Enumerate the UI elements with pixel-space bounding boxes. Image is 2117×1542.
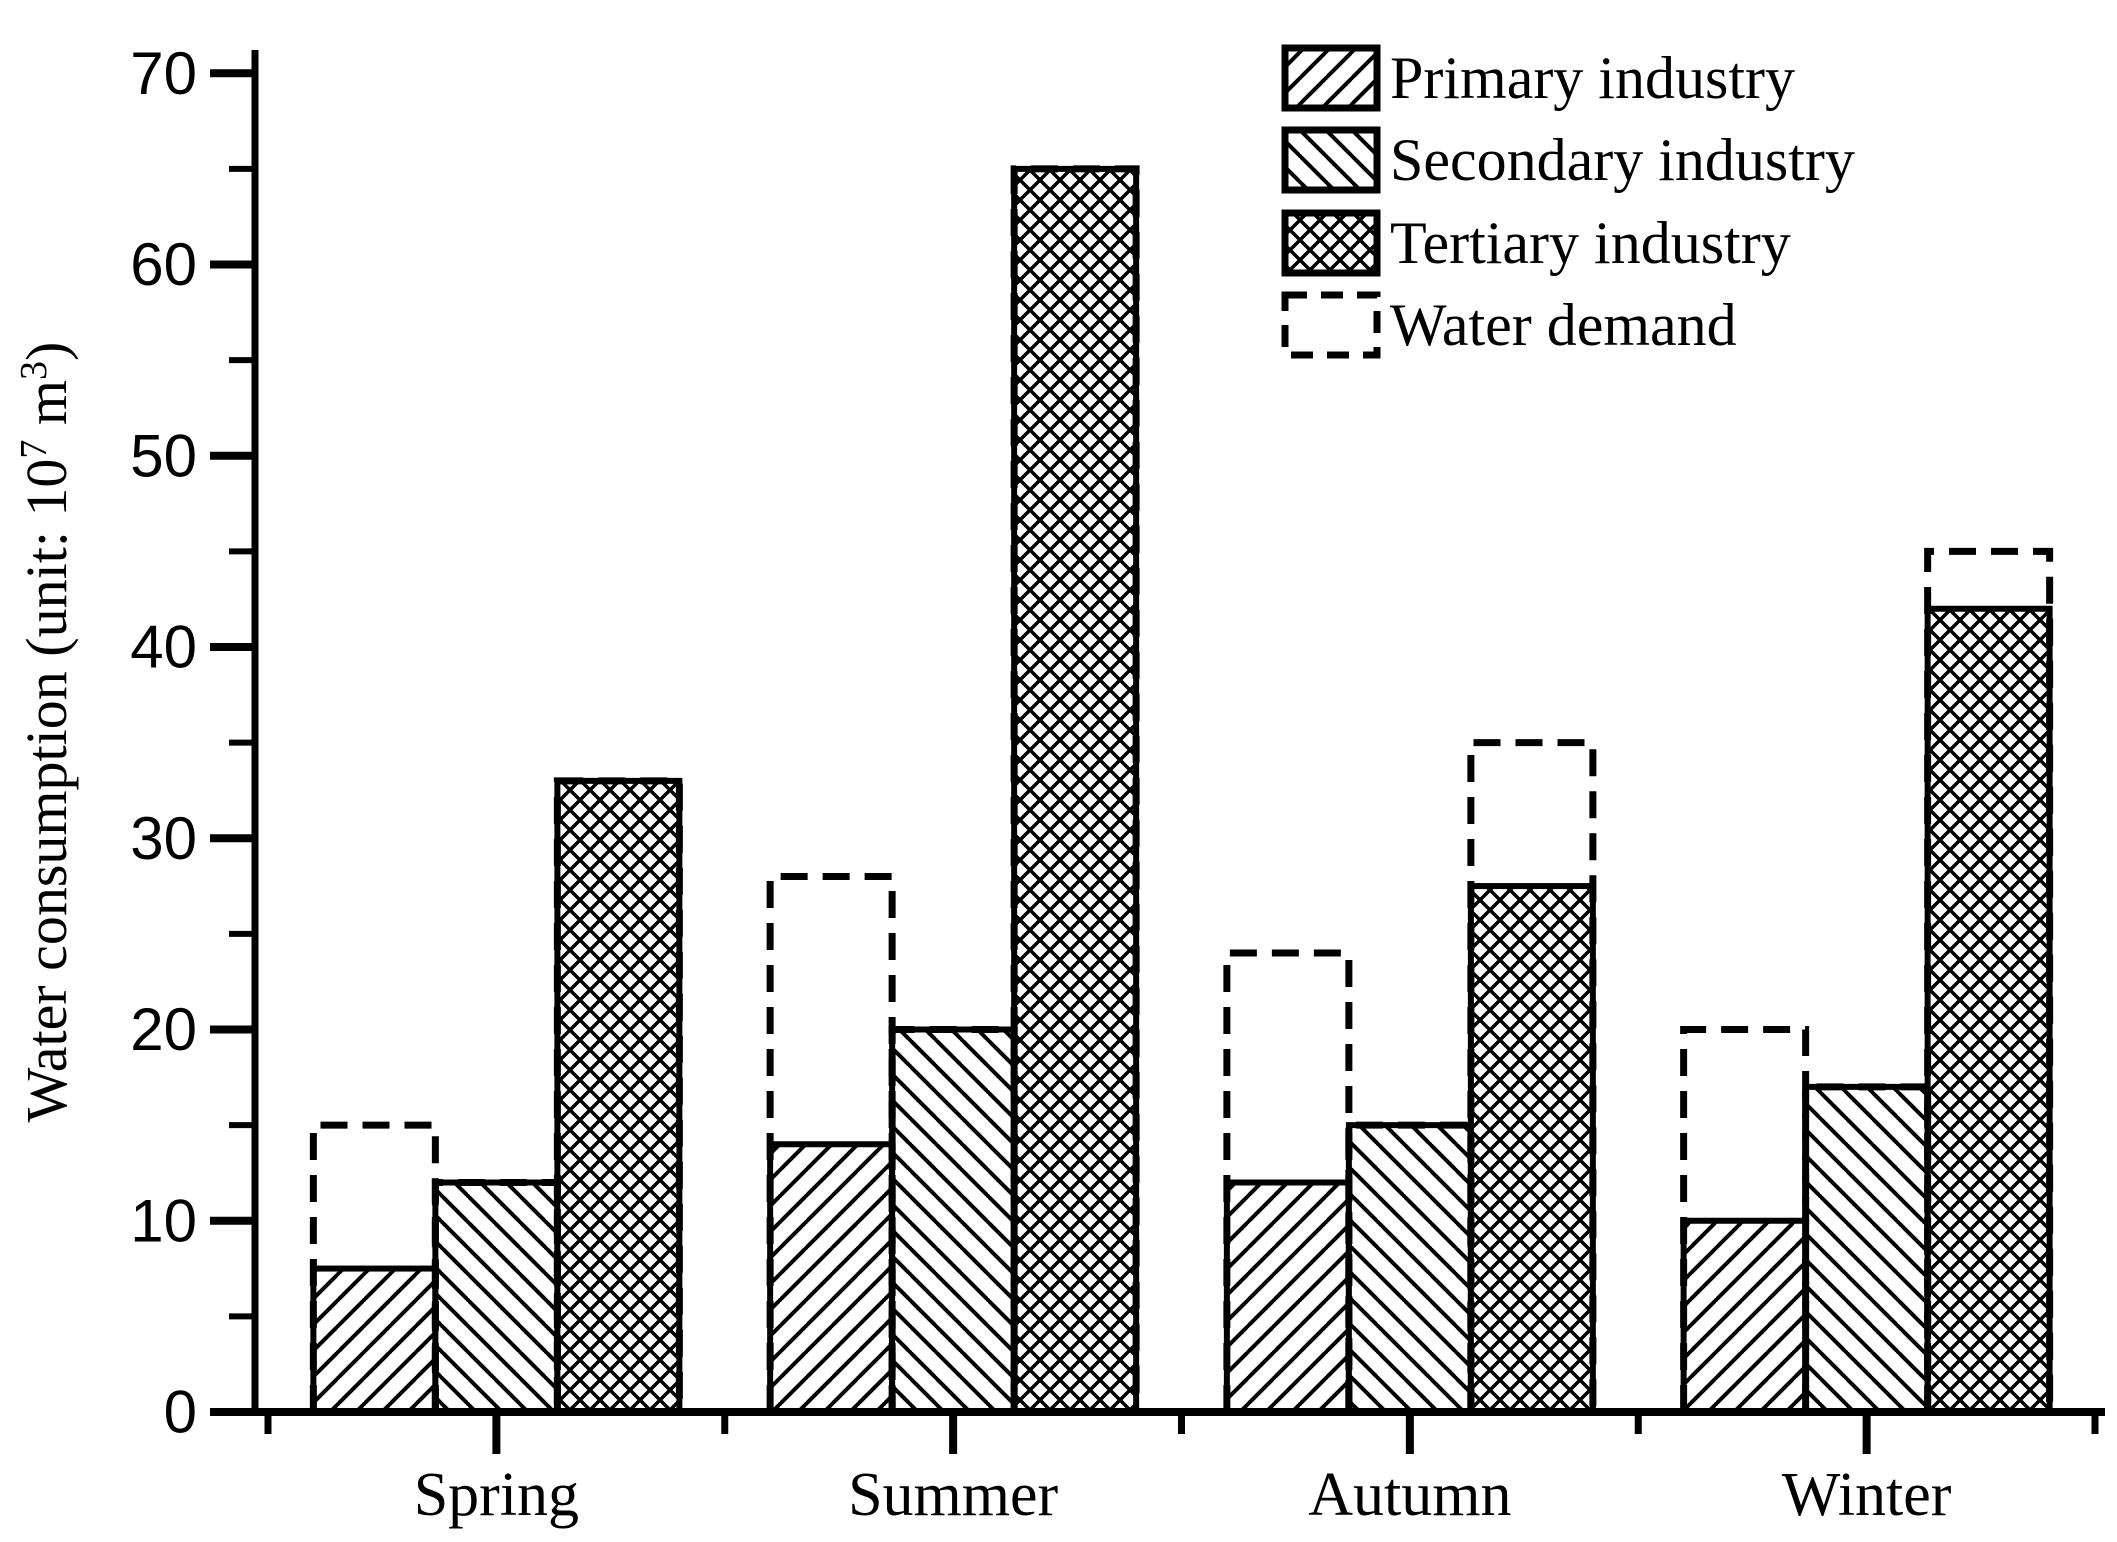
legend-swatch-crosshatch xyxy=(1281,209,1381,277)
bar-tertiary-industry-spring xyxy=(554,777,683,1415)
legend-swatch-backward-diagonal xyxy=(1281,126,1381,194)
bar-primary-industry-summer xyxy=(767,1141,896,1415)
y-tick-label: 40 xyxy=(130,614,197,681)
y-tick-label: 20 xyxy=(130,996,197,1063)
x-category-label: Spring xyxy=(414,1461,579,1529)
legend-label: Tertiary industry xyxy=(1390,210,1791,276)
water-demand-outline-secondary-winter xyxy=(1802,1083,1932,1412)
legend-swatch-water-demand xyxy=(1281,291,1381,359)
x-category-label: Winter xyxy=(1782,1461,1952,1529)
water-demand-outline-tertiary-spring xyxy=(553,777,683,1412)
y-tick-label: 30 xyxy=(130,805,197,872)
bar-tertiary-industry-autumn xyxy=(1467,883,1596,1415)
legend-label: Water demand xyxy=(1390,292,1737,358)
y-tick-label: 50 xyxy=(130,422,197,489)
water-demand-outline-tertiary-winter xyxy=(1924,547,2054,1412)
bar-primary-industry-winter xyxy=(1680,1217,1809,1415)
bar-primary-industry-autumn xyxy=(1223,1179,1352,1415)
bar-tertiary-industry-winter xyxy=(1924,605,2053,1415)
bar-secondary-industry-spring xyxy=(432,1179,561,1415)
x-category-label: Autumn xyxy=(1308,1461,1511,1529)
y-axis-title: Water consumption (unit: 107 m3) xyxy=(13,342,79,1123)
bar-primary-industry-spring xyxy=(310,1265,439,1415)
y-tick-label: 60 xyxy=(130,231,197,298)
bar-secondary-industry-winter xyxy=(1802,1083,1931,1415)
y-tick-label: 0 xyxy=(164,1379,197,1446)
y-tick-label: 70 xyxy=(130,40,197,107)
legend-label: Secondary industry xyxy=(1390,127,1855,193)
legend-label: Primary industry xyxy=(1390,45,1795,111)
x-category-label: Summer xyxy=(848,1461,1058,1529)
water-demand-outline-tertiary-summer xyxy=(1010,165,1140,1412)
bar-tertiary-industry-summer xyxy=(1011,165,1140,1415)
bar-secondary-industry-summer xyxy=(889,1026,1018,1415)
bar-secondary-industry-autumn xyxy=(1345,1122,1474,1415)
water-demand-outline-secondary-spring xyxy=(431,1179,561,1412)
water-demand-outline-tertiary-autumn xyxy=(1467,739,1597,1412)
y-tick-label: 10 xyxy=(130,1187,197,1254)
legend-swatch-forward-diagonal xyxy=(1281,44,1381,112)
